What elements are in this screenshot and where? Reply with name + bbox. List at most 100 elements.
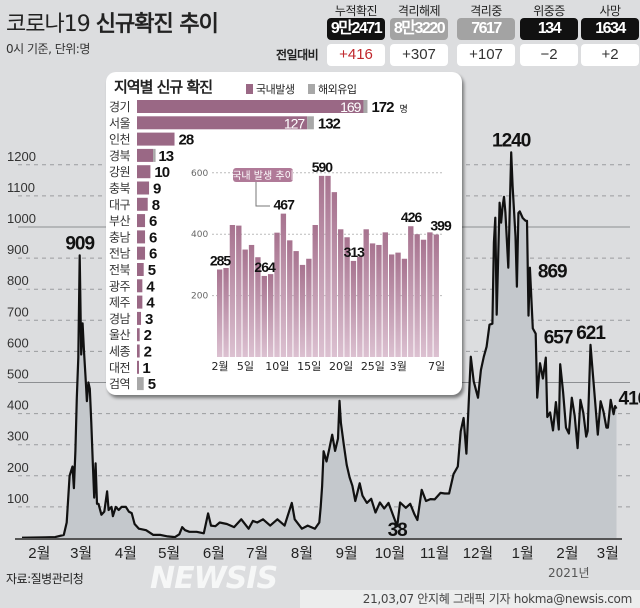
bar-total-label: 1 <box>142 360 150 377</box>
region-label: 충남 <box>109 230 131 244</box>
page-title: 코로나19 신규확진 추이 <box>6 6 219 38</box>
legend-label: 국내발생 <box>256 83 295 96</box>
x-tick-label: 7월 <box>246 545 268 562</box>
daily-value-label: 264 <box>254 259 276 275</box>
daily-value-label: 590 <box>312 159 334 175</box>
x-tick-label: 10월 <box>375 545 406 562</box>
daily-bar <box>427 232 433 357</box>
daily-bar <box>344 237 350 357</box>
daily-bar <box>267 274 274 357</box>
daily-bar <box>242 249 248 357</box>
regional-inset-panel: 경기 172 169 명 서울 132 127 인천 28 경북 13 강원 10 충북 9 대구 8 부산 6 충남… <box>106 72 462 395</box>
inset-x-tick-label: 5일 <box>237 359 254 373</box>
daily-value-label: 285 <box>210 253 232 269</box>
bar-total-label: 13 <box>158 148 173 165</box>
region-label: 인천 <box>109 132 130 147</box>
daily-bar <box>325 175 331 357</box>
y-tick-label: 600 <box>7 335 29 350</box>
cases-line <box>21 151 618 539</box>
daily-bar <box>433 234 439 357</box>
inset-x-tick-label: 15일 <box>297 359 321 373</box>
x-tick-label: 1월 <box>512 545 534 562</box>
bar-domestic <box>137 263 144 276</box>
bar-domestic <box>137 246 146 260</box>
daily-value-label: 426 <box>401 209 423 225</box>
inset-x-tick-label: 20일 <box>329 359 353 373</box>
region-label: 대구 <box>109 198 131 212</box>
bar-total-label: 6 <box>149 213 157 230</box>
bar-domestic <box>137 230 146 244</box>
bar-overseas <box>363 100 368 113</box>
inset-y-tick-label: 600 <box>191 169 208 179</box>
daily-bar <box>236 225 242 357</box>
inset-x-tick-label: 10일 <box>265 359 289 373</box>
stat-value: 7617 <box>457 18 515 40</box>
y-tick-label: 400 <box>7 398 29 413</box>
bar-domestic <box>137 311 142 325</box>
daily-bar <box>388 254 395 357</box>
inset-x-tick-label: 2월 <box>211 360 228 373</box>
credit-line: 21,03,07 안지혜 그래픽 기자 hokma@newsis.com <box>300 590 640 608</box>
y-tick-label: 1200 <box>7 149 36 164</box>
y-tick-label: 800 <box>7 273 29 288</box>
daily-bar <box>312 224 318 357</box>
inset-title: 지역별 신규 확진 <box>114 78 213 96</box>
bar-domestic <box>137 360 139 374</box>
bar-total-label: 5 <box>148 376 156 393</box>
legend-domestic: 국내발생 <box>246 81 295 97</box>
region-label: 대전 <box>109 361 130 375</box>
bar-total-label: 6 <box>149 246 157 263</box>
inset-x-tick-label: 7일 <box>428 359 445 373</box>
bar-domestic-label: 169 <box>340 99 362 115</box>
bar-overseas <box>153 148 156 162</box>
region-label: 전북 <box>109 263 131 277</box>
y-tick-label: 1100 <box>7 180 35 195</box>
bar-total-label: 8 <box>152 197 160 214</box>
region-label: 세종 <box>109 345 131 359</box>
daily-bar <box>369 243 376 357</box>
bar-domestic-label: 127 <box>284 115 306 131</box>
daily-bar <box>357 256 363 357</box>
daily-bar <box>229 224 236 357</box>
inset-y-tick-label: 400 <box>191 230 208 240</box>
bar-domestic <box>137 148 154 162</box>
bar-total-label: 2 <box>144 344 152 361</box>
inset-y-tick-label: 200 <box>191 292 208 302</box>
bar-domestic <box>137 132 175 146</box>
region-label: 울산 <box>109 328 131 342</box>
bar-domestic <box>137 100 364 113</box>
unit-label: 명 <box>399 104 407 115</box>
region-label: 광주 <box>109 279 131 293</box>
x-tick-label: 3월 <box>597 545 619 562</box>
bar-domestic <box>137 181 150 195</box>
daily-bar <box>376 244 382 357</box>
bar-domestic <box>137 328 140 342</box>
stat-4: 사망 1634 +2 <box>581 2 639 66</box>
stat-value: 8만3220 <box>390 18 448 40</box>
y-tick-label: 300 <box>7 429 29 444</box>
daily-bar <box>408 226 414 357</box>
daily-value-label: 399 <box>430 218 452 234</box>
bar-total-label: 3 <box>145 311 153 328</box>
daily-bar <box>248 244 255 357</box>
daily-bar <box>382 232 388 357</box>
region-label: 경기 <box>109 100 130 114</box>
bar-total-label: 28 <box>179 132 194 149</box>
y-tick-label: 900 <box>7 242 29 257</box>
region-label: 충북 <box>109 182 131 196</box>
bar-total-label: 5 <box>148 262 156 279</box>
callout-leader-line <box>255 182 270 207</box>
stat-change: +416 <box>327 44 385 66</box>
stat-change: +307 <box>390 44 448 66</box>
bar-total-label: 4 <box>146 278 155 295</box>
x-tick-label: 8월 <box>291 545 313 562</box>
annotation-label: 657 <box>544 328 573 349</box>
y-tick-label: 100 <box>7 491 29 506</box>
inset-x-tick-label: 25일 <box>361 359 385 373</box>
bar-domestic <box>137 165 151 179</box>
daily-bar <box>414 234 420 357</box>
bar-domestic <box>137 214 146 228</box>
stat-value: 134 <box>520 18 578 40</box>
x-tick-label: 6월 <box>203 545 225 562</box>
trend-callout-box <box>233 168 293 182</box>
